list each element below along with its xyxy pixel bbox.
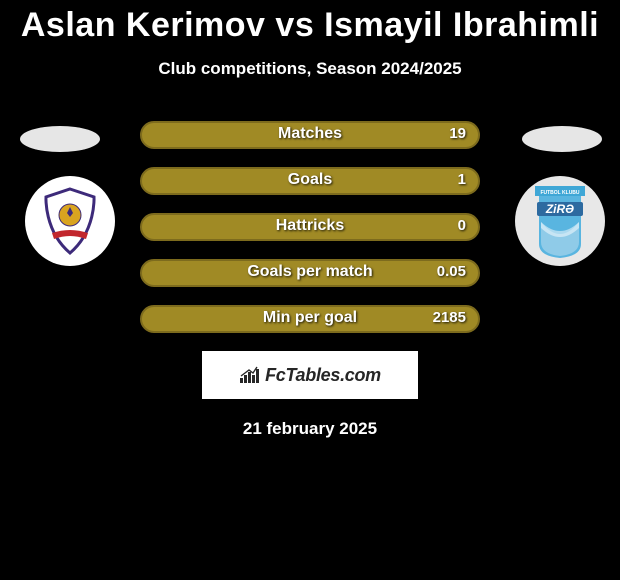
- stat-row: Goals1: [140, 167, 480, 197]
- infographic-container: Aslan Kerimov vs Ismayil Ibrahimli Club …: [0, 0, 620, 580]
- bar-chart-icon: [239, 366, 263, 384]
- player-photo-right: [522, 126, 602, 152]
- brand-text: FcTables.com: [265, 365, 381, 386]
- svg-text:FUTBOL KLUBU: FUTBOL KLUBU: [540, 190, 579, 196]
- stat-row: Goals per match0.05: [140, 259, 480, 289]
- stat-pill: [140, 167, 480, 195]
- brand-box: FcTables.com: [202, 351, 418, 399]
- club-badge-left: [25, 176, 115, 266]
- stat-value-right: 1: [458, 167, 466, 195]
- stat-value-right: 0.05: [437, 259, 466, 287]
- stat-value-right: 19: [449, 121, 466, 149]
- club-badge-right: FUTBOL KLUBU ZiRƏ: [515, 176, 605, 266]
- shield-icon: [40, 187, 100, 255]
- stat-pill: [140, 121, 480, 149]
- stat-value-right: 0: [458, 213, 466, 241]
- footer-date: 21 february 2025: [0, 419, 620, 439]
- stat-row: Min per goal2185: [140, 305, 480, 335]
- zira-badge-icon: FUTBOL KLUBU ZiRƏ: [527, 182, 593, 260]
- stat-value-right: 2185: [433, 305, 466, 333]
- stat-pill: [140, 213, 480, 241]
- stat-row: Hattricks0: [140, 213, 480, 243]
- player-photo-left: [20, 126, 100, 152]
- svg-text:ZiRƏ: ZiRƏ: [545, 202, 574, 216]
- stat-row: Matches19: [140, 121, 480, 151]
- stat-pill: [140, 305, 480, 333]
- page-title: Aslan Kerimov vs Ismayil Ibrahimli: [0, 6, 620, 45]
- stat-pill: [140, 259, 480, 287]
- page-subtitle: Club competitions, Season 2024/2025: [0, 59, 620, 79]
